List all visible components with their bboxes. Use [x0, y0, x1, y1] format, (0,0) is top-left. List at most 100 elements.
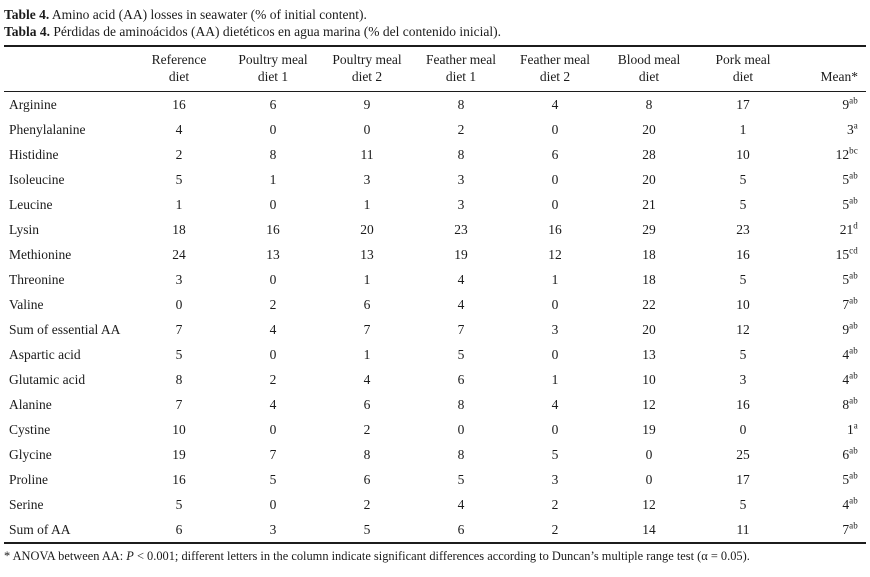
table-captions: Table 4. Amino acid (AA) losses in seawa…	[4, 6, 866, 40]
cell-feather-meal-diet-2: 2	[551, 521, 559, 537]
cell-poultry-meal-diet-1: 0	[269, 496, 277, 512]
table-row: Phenylalanine 4 0 0 2 0 20 1 3a	[4, 117, 866, 142]
cell-blood-meal-diet: 12	[642, 396, 656, 412]
header-line1: Blood meal	[617, 52, 681, 67]
cell-pork-meal-diet: 11	[736, 521, 750, 537]
cell-reference-diet: 0	[175, 296, 183, 312]
header-mean: Mean*	[790, 46, 866, 92]
cell-poultry-meal-diet-2: 5	[363, 521, 371, 537]
cell-reference-diet: 16	[172, 471, 186, 487]
cell-poultry-meal-diet-1: 3	[269, 521, 277, 537]
cell-feather-meal-diet-2: 3	[551, 471, 559, 487]
cell-poultry-meal-diet-1: 7	[269, 446, 277, 462]
cell-pork-meal-diet: 5	[739, 346, 747, 362]
cell-poultry-meal-diet-2: 11	[360, 146, 374, 162]
cell-poultry-meal-diet-2: 1	[363, 271, 371, 287]
cell-feather-meal-diet-1: 3	[457, 196, 465, 212]
cell-pork-meal-diet: 1	[739, 121, 747, 137]
row-label: Arginine	[9, 96, 57, 112]
header-feather-meal-diet-1: Feather meal diet 1	[414, 46, 508, 92]
cell-pork-meal-diet: 5	[739, 196, 747, 212]
cell-poultry-meal-diet-2: 1	[363, 346, 371, 362]
header-poultry-meal-diet-1: Poultry meal diet 1	[226, 46, 320, 92]
cell-feather-meal-diet-2: 1	[551, 371, 559, 387]
cell-feather-meal-diet-1: 3	[457, 171, 465, 187]
cell-blood-meal-diet: 29	[642, 221, 656, 237]
cell-pork-meal-diet: 17	[736, 471, 750, 487]
cell-mean: 5ab	[790, 192, 866, 217]
header-line2: diet 2	[539, 69, 571, 84]
header-line1: Pork meal	[715, 52, 771, 67]
cell-reference-diet: 8	[175, 371, 183, 387]
mean-superscript: ab	[849, 320, 858, 330]
table-row: Threonine 3 0 1 4 1 18 5 5ab	[4, 267, 866, 292]
cell-poultry-meal-diet-1: 1	[269, 171, 277, 187]
cell-feather-meal-diet-2: 2	[551, 496, 559, 512]
row-label: Cystine	[9, 421, 51, 437]
cell-feather-meal-diet-2: 3	[551, 321, 559, 337]
cell-poultry-meal-diet-1: 8	[269, 146, 277, 162]
cell-poultry-meal-diet-1: 4	[269, 321, 277, 337]
cell-feather-meal-diet-1: 6	[457, 371, 465, 387]
mean-superscript: a	[853, 420, 858, 430]
table-row: Aspartic acid 5 0 1 5 0 13 5 4ab	[4, 342, 866, 367]
cell-feather-meal-diet-1: 8	[457, 146, 465, 162]
cell-mean: 9ab	[790, 317, 866, 342]
cell-blood-meal-diet: 20	[642, 121, 656, 137]
row-label: Serine	[9, 496, 44, 512]
cell-feather-meal-diet-2: 0	[551, 196, 559, 212]
cell-reference-diet: 5	[175, 346, 183, 362]
table-row: Sum of AA 6 3 5 6 2 14 11 7ab	[4, 517, 866, 543]
mean-superscript: ab	[849, 195, 858, 205]
mean-value: 5	[842, 196, 850, 212]
header-line2: diet	[732, 69, 754, 84]
cell-poultry-meal-diet-2: 1	[363, 196, 371, 212]
row-label: Histidine	[9, 146, 59, 162]
footnote-suffix: < 0.001; different letters in the column…	[133, 549, 750, 563]
mean-superscript: ab	[849, 470, 858, 480]
cell-feather-meal-diet-2: 0	[551, 171, 559, 187]
cell-feather-meal-diet-2: 4	[551, 396, 559, 412]
cell-mean: 8ab	[790, 392, 866, 417]
row-label: Isoleucine	[9, 171, 65, 187]
mean-superscript: ab	[849, 270, 858, 280]
row-label: Alanine	[9, 396, 52, 412]
caption-english-text: Amino acid (AA) losses in seawater (% of…	[49, 7, 367, 22]
row-label: Leucine	[9, 196, 53, 212]
cell-poultry-meal-diet-1: 4	[269, 396, 277, 412]
caption-spanish-text: Pérdidas de aminoácidos (AA) dietéticos …	[50, 24, 502, 39]
cell-blood-meal-diet: 21	[642, 196, 656, 212]
cell-feather-meal-diet-1: 4	[457, 296, 465, 312]
row-label: Phenylalanine	[9, 121, 86, 137]
cell-pork-meal-diet: 5	[739, 496, 747, 512]
cell-reference-diet: 24	[172, 246, 186, 262]
mean-value: 15	[835, 246, 850, 262]
cell-reference-diet: 5	[175, 171, 183, 187]
cell-mean: 9ab	[790, 92, 866, 118]
cell-blood-meal-diet: 8	[645, 96, 653, 112]
mean-value: 12	[835, 146, 850, 162]
cell-pork-meal-diet: 3	[739, 371, 747, 387]
cell-poultry-meal-diet-2: 13	[360, 246, 374, 262]
mean-value: 21	[839, 221, 854, 237]
cell-feather-meal-diet-2: 6	[551, 146, 559, 162]
mean-value: 4	[842, 346, 850, 362]
mean-superscript: d	[853, 220, 858, 230]
cell-blood-meal-diet: 22	[642, 296, 656, 312]
cell-pork-meal-diet: 10	[736, 296, 750, 312]
cell-pork-meal-diet: 17	[736, 96, 750, 112]
mean-superscript: ab	[849, 95, 858, 105]
cell-feather-meal-diet-1: 8	[457, 96, 465, 112]
cell-feather-meal-diet-1: 4	[457, 496, 465, 512]
cell-reference-diet: 7	[175, 396, 183, 412]
mean-superscript: ab	[849, 445, 858, 455]
cell-reference-diet: 10	[172, 421, 186, 437]
caption-english: Table 4. Amino acid (AA) losses in seawa…	[4, 6, 866, 23]
cell-mean: 7ab	[790, 292, 866, 317]
cell-blood-meal-diet: 14	[642, 521, 656, 537]
cell-mean: 4ab	[790, 342, 866, 367]
cell-poultry-meal-diet-2: 7	[363, 321, 371, 337]
header-line2: diet 2	[351, 69, 383, 84]
cell-blood-meal-diet: 19	[642, 421, 656, 437]
